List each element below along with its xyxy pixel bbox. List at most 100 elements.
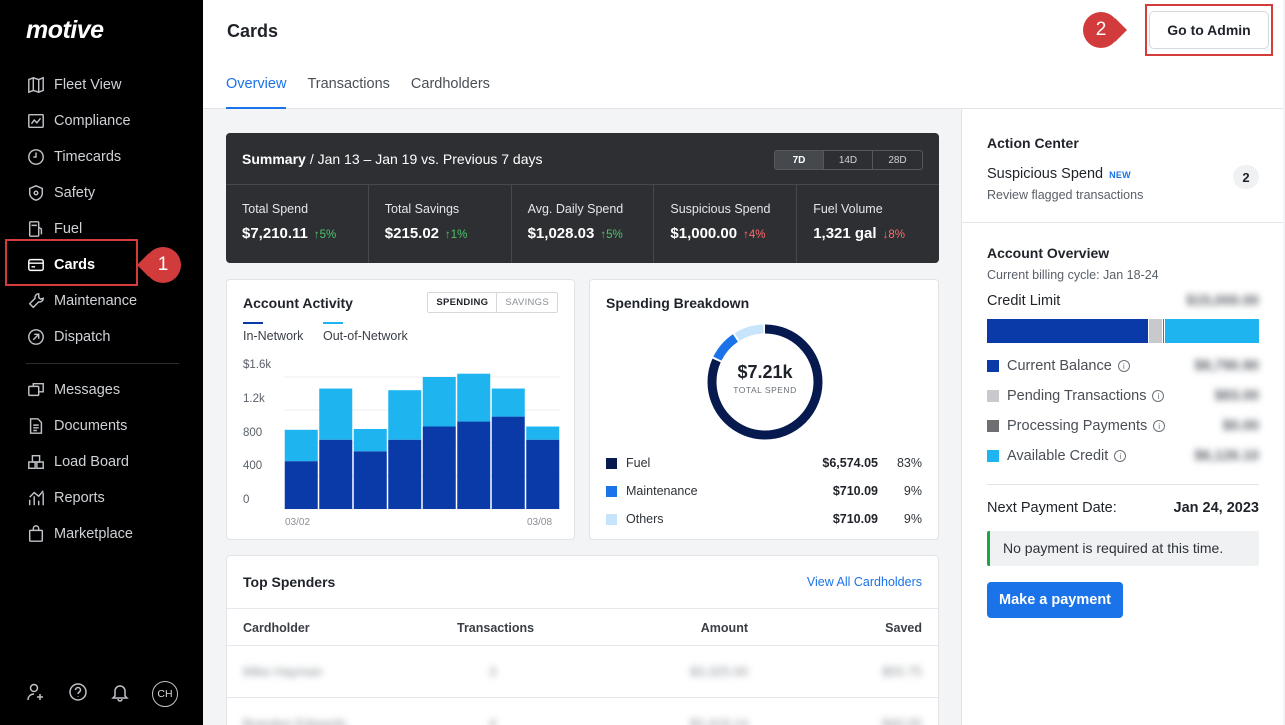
- payment-notice: No payment is required at this time.: [987, 531, 1259, 566]
- go-to-admin-button[interactable]: Go to Admin: [1149, 11, 1269, 49]
- breakdown-pct: 9%: [903, 512, 922, 526]
- breakdown-name: Fuel: [626, 456, 651, 470]
- sidebar-item-compliance[interactable]: Compliance: [0, 103, 203, 139]
- reports-icon: [26, 488, 46, 508]
- motive-logo[interactable]: motive: [26, 16, 104, 44]
- next-payment-value: Jan 24, 2023: [1173, 500, 1259, 516]
- bar-in-network[interactable]: [388, 439, 422, 509]
- action-center-title: Action Center: [987, 135, 1079, 151]
- kpi-suspicious-spend: Suspicious Spend $1,000.00 ↑4%: [654, 185, 798, 263]
- credit-limit-label: Credit Limit: [987, 293, 1061, 309]
- sidebar-item-reports[interactable]: Reports: [0, 480, 203, 516]
- table-row[interactable]: Brandon Edwards 4 $2,419.14 $40.05: [227, 698, 938, 725]
- tab-cardholders[interactable]: Cardholders: [410, 76, 490, 92]
- sidebar-item-label: Safety: [54, 185, 96, 201]
- info-icon[interactable]: i: [1114, 450, 1127, 462]
- info-icon[interactable]: i: [1152, 390, 1165, 402]
- bar-in-network[interactable]: [526, 439, 560, 509]
- cell-saved: $55.75: [882, 664, 922, 679]
- legend-swatch: [987, 390, 999, 402]
- legend-label: Out-of-Network: [323, 329, 408, 343]
- view-all-cardholders-link[interactable]: View All Cardholders: [806, 575, 922, 589]
- map-icon: [26, 75, 46, 95]
- bar-out-of-network[interactable]: [319, 388, 353, 440]
- sidebar-footer: CH: [0, 681, 203, 707]
- kpi-label: Avg. Daily Spend: [527, 202, 624, 216]
- suspicious-spend-label: Suspicious Spend: [987, 166, 1104, 182]
- bar-out-of-network[interactable]: [388, 390, 422, 440]
- kpi-total-spend: Total Spend $7,210.11 ↑5%: [226, 185, 369, 263]
- sidebar-item-label: Load Board: [54, 454, 129, 470]
- sidebar-nav: Fleet View Compliance Timecards Safety F…: [0, 67, 203, 552]
- sidebar-item-fuel[interactable]: Fuel: [0, 211, 203, 247]
- overview-value: $83.00: [1214, 388, 1259, 404]
- user-settings-icon[interactable]: [26, 682, 46, 707]
- kpi-value: $7,210.11: [242, 225, 308, 242]
- x-tick: 03/08: [527, 517, 553, 528]
- y-tick: $1.6k: [243, 359, 272, 371]
- right-panel: Action Center Suspicious Spend NEW Review…: [961, 109, 1283, 725]
- info-icon[interactable]: i: [1117, 360, 1130, 372]
- page-title: Cards: [227, 21, 279, 41]
- avatar[interactable]: CH: [152, 681, 178, 707]
- info-icon[interactable]: i: [1153, 420, 1166, 432]
- callout-two: 2: [1083, 12, 1127, 48]
- bar-in-network[interactable]: [284, 461, 318, 509]
- bar-out-of-network[interactable]: [491, 388, 525, 417]
- bar-in-network[interactable]: [457, 421, 491, 509]
- sidebar-item-label: Documents: [54, 418, 128, 434]
- range-14d[interactable]: 14D: [824, 151, 873, 169]
- bar-out-of-network[interactable]: [457, 373, 491, 422]
- sidebar-item-maintenance[interactable]: Maintenance: [0, 283, 203, 319]
- make-payment-button[interactable]: Make a payment: [987, 582, 1123, 618]
- breakdown-row-others: Others $710.09 9%: [606, 512, 922, 526]
- sidebar-item-load-board[interactable]: Load Board: [0, 444, 203, 480]
- sidebar-item-timecards[interactable]: Timecards: [0, 139, 203, 175]
- overview-label: Pending Transactions: [1007, 388, 1147, 404]
- sidebar-item-marketplace[interactable]: Marketplace: [0, 516, 203, 552]
- bar-out-of-network[interactable]: [284, 429, 318, 462]
- bar-out-of-network[interactable]: [353, 428, 387, 452]
- bar-out-of-network[interactable]: [422, 377, 456, 427]
- suspicious-spend-item[interactable]: Suspicious Spend NEW: [987, 166, 1131, 182]
- tab-transactions[interactable]: Transactions: [307, 76, 390, 92]
- sidebar-item-cards[interactable]: Cards: [0, 247, 203, 283]
- bar-in-network[interactable]: [491, 416, 525, 509]
- total-spend-label: TOTAL SPEND: [733, 385, 797, 395]
- sidebar-item-messages[interactable]: Messages: [0, 372, 203, 408]
- sidebar-item-dispatch[interactable]: Dispatch: [0, 319, 203, 355]
- sidebar-item-safety[interactable]: Safety: [0, 175, 203, 211]
- messages-icon: [26, 380, 46, 400]
- kpi-delta: ↓8%: [882, 229, 905, 241]
- range-28d[interactable]: 28D: [888, 154, 907, 166]
- toggle-spending[interactable]: SPENDING: [428, 293, 498, 312]
- shield-icon: [26, 183, 46, 203]
- sidebar-item-documents[interactable]: Documents: [0, 408, 203, 444]
- donut-slice-fuel[interactable]: [707, 324, 823, 440]
- sidebar-item-fleet-view[interactable]: Fleet View: [0, 67, 203, 103]
- bar-in-network[interactable]: [319, 439, 353, 509]
- kpi-value: 1,321 gal: [813, 225, 877, 242]
- breakdown-amount: $710.09: [832, 484, 878, 498]
- bar-out-of-network[interactable]: [526, 426, 560, 440]
- kpi-label: Fuel Volume: [813, 202, 883, 216]
- legend-swatch: [606, 485, 617, 497]
- sidebar-item-label: Reports: [54, 490, 105, 506]
- tab-overview[interactable]: Overview: [226, 70, 287, 109]
- bell-icon[interactable]: [110, 682, 130, 707]
- bar-in-network[interactable]: [422, 426, 456, 510]
- table-row[interactable]: Mike Hayman 3 $3,325.00 $55.75: [227, 646, 938, 698]
- toggle-savings[interactable]: SAVINGS: [505, 297, 549, 308]
- spenders-title: Top Spenders: [243, 574, 336, 590]
- clock-icon: [26, 147, 46, 167]
- bar-in-network[interactable]: [353, 451, 387, 509]
- sidebar-item-label: Fuel: [54, 221, 83, 237]
- cell-transactions: 3: [489, 664, 497, 679]
- help-icon[interactable]: [68, 682, 88, 707]
- range-7d[interactable]: 7D: [775, 151, 824, 169]
- breakdown-name: Maintenance: [626, 484, 698, 498]
- top-spenders-card: Top Spenders View All Cardholders Cardho…: [226, 555, 939, 725]
- kpi-label: Total Spend: [242, 202, 309, 216]
- callout-badge: 2: [1083, 12, 1119, 48]
- panel-divider: [987, 484, 1259, 485]
